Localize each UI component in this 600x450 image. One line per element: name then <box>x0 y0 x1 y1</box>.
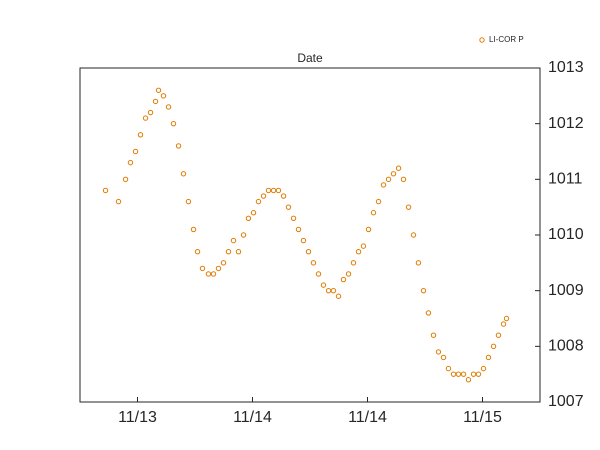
data-point <box>355 249 362 255</box>
data-point <box>503 315 510 322</box>
data-point <box>495 332 502 338</box>
data-point <box>380 182 387 188</box>
data-point <box>385 176 392 183</box>
data-point <box>275 187 282 194</box>
y-tick-label: 1007 <box>548 393 584 410</box>
data-point <box>260 193 267 199</box>
data-point <box>480 365 487 372</box>
data-point <box>185 198 192 205</box>
data-point <box>390 171 397 177</box>
data-point <box>365 226 372 233</box>
data-point <box>225 249 232 255</box>
data-point <box>335 293 342 299</box>
data-point <box>350 260 357 266</box>
data-point <box>360 243 367 249</box>
data-point <box>310 260 317 266</box>
data-point <box>180 171 187 177</box>
x-tick-label: 11/14 <box>348 409 387 426</box>
data-point <box>490 343 497 350</box>
data-point <box>230 237 237 244</box>
data-point <box>175 143 182 149</box>
data-point <box>345 271 352 277</box>
data-point <box>330 287 337 294</box>
data-point <box>170 120 177 127</box>
y-tick-label: 1011 <box>548 171 583 188</box>
y-tick-label: 1008 <box>548 338 584 355</box>
data-point <box>395 165 402 171</box>
data-point <box>300 237 307 244</box>
data-point <box>205 271 212 277</box>
data-point <box>255 198 262 205</box>
data-point <box>270 187 277 194</box>
data-point <box>320 282 327 288</box>
data-point <box>475 371 482 377</box>
data-point <box>375 198 382 205</box>
data-point <box>194 249 201 255</box>
data-point <box>115 198 122 205</box>
data-point <box>470 371 477 377</box>
data-point <box>245 215 252 222</box>
y-tick-label: 1009 <box>548 282 584 299</box>
data-point <box>295 226 302 233</box>
legend-label: LI-COR P <box>489 35 524 44</box>
data-point <box>455 371 462 377</box>
data-point <box>465 377 472 383</box>
data-point <box>340 276 347 283</box>
x-tick-label: 11/15 <box>463 409 502 426</box>
data-point <box>122 176 129 183</box>
data-point <box>127 159 134 166</box>
data-point <box>147 109 154 116</box>
chart-title: Date <box>297 51 323 65</box>
data-point <box>290 215 297 222</box>
data-point <box>460 371 467 377</box>
data-point <box>500 321 507 327</box>
data-point <box>137 132 144 138</box>
data-point <box>425 310 432 316</box>
data-point <box>215 265 222 272</box>
data-point <box>315 271 322 277</box>
data-point <box>210 271 217 277</box>
x-tick-label: 11/14 <box>233 409 272 426</box>
data-point <box>152 98 159 105</box>
y-tick-label: 1012 <box>548 115 584 132</box>
data-point <box>280 193 287 199</box>
data-point <box>430 332 437 338</box>
data-point <box>450 371 457 377</box>
data-point <box>435 349 442 355</box>
data-point <box>132 148 139 155</box>
data-point <box>325 287 332 294</box>
data-point <box>285 204 292 210</box>
data-point <box>420 287 427 294</box>
y-tick-label: 1013 <box>548 59 584 76</box>
data-point <box>240 232 247 238</box>
data-point <box>165 104 172 110</box>
data-point <box>485 354 492 361</box>
x-tick-label: 11/13 <box>118 409 157 426</box>
data-point <box>142 115 149 121</box>
data-point <box>400 176 407 183</box>
data-point <box>102 187 109 194</box>
data-point <box>370 210 377 216</box>
data-point <box>220 260 227 266</box>
data-point <box>235 249 242 255</box>
data-point <box>305 249 312 255</box>
data-point <box>199 265 206 272</box>
data-point <box>445 365 452 372</box>
plot-frame <box>79 67 541 403</box>
data-point <box>190 226 197 233</box>
data-point <box>155 87 162 93</box>
y-tick-label: 1010 <box>548 226 584 243</box>
data-point <box>415 260 422 266</box>
legend-marker <box>479 37 485 43</box>
data-point <box>405 204 412 210</box>
data-point <box>160 93 167 99</box>
data-point <box>265 187 272 194</box>
data-point <box>250 210 257 216</box>
data-point <box>440 354 447 361</box>
data-point <box>410 232 417 238</box>
